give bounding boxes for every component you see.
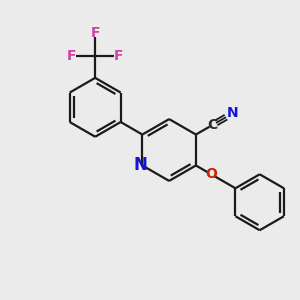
Text: F: F — [114, 49, 123, 63]
Text: F: F — [90, 26, 100, 40]
Text: N: N — [133, 157, 147, 175]
Text: N: N — [226, 106, 238, 121]
Text: O: O — [205, 167, 217, 181]
Text: F: F — [67, 49, 77, 63]
Text: C: C — [207, 118, 218, 132]
